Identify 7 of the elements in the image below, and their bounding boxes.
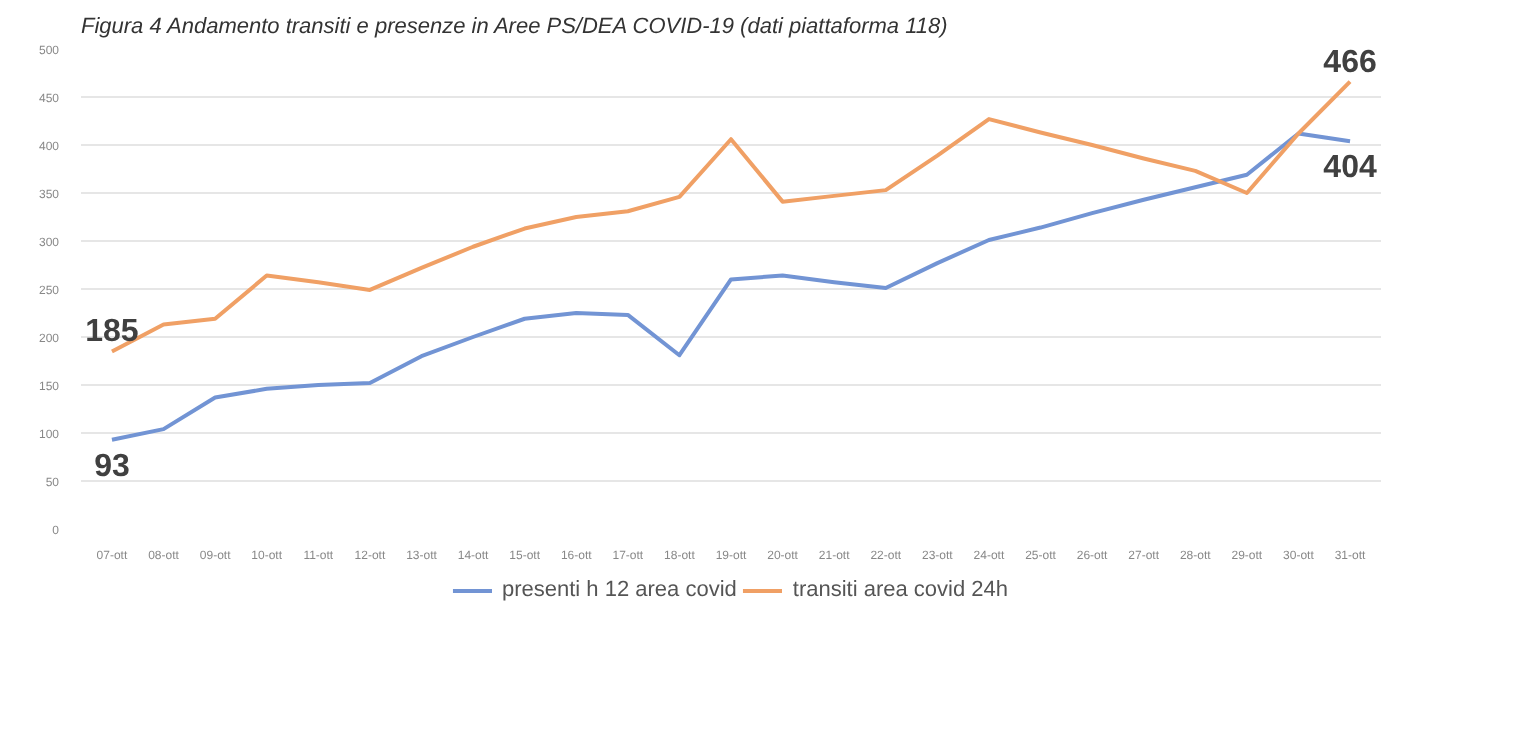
data-label: 404 [1323,151,1377,186]
legend-label: transiti area covid 24h [792,578,1009,602]
data-label: 466 [1323,45,1377,80]
data-label: 185 [85,315,139,350]
legend-label: presenti h 12 area covid [501,578,737,602]
chart-title: Figura 4 Andamento transiti e presenze in Aree PS/DEA COVID-19 (dati piattaforma 118) [81,15,949,39]
data-label: 93 [94,449,130,484]
